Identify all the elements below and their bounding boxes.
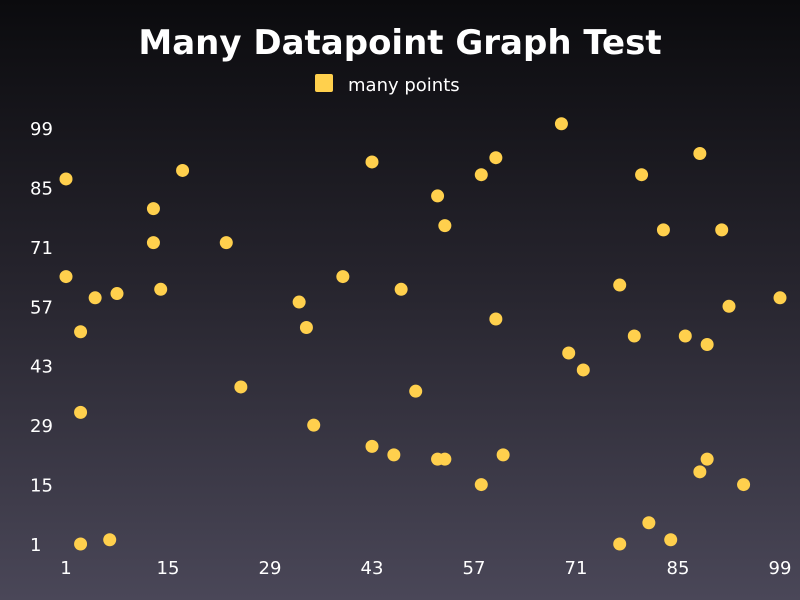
y-tick-label: 85 — [30, 178, 53, 199]
data-point — [146, 202, 160, 216]
legend: many points — [315, 74, 460, 96]
data-point — [409, 384, 423, 398]
data-point — [154, 282, 168, 296]
data-point — [59, 172, 73, 186]
data-point — [336, 270, 350, 284]
y-tick-label: 15 — [30, 476, 53, 497]
data-point — [562, 346, 576, 360]
x-tick-label: 15 — [157, 558, 180, 579]
data-point — [394, 282, 408, 296]
data-point — [110, 287, 124, 301]
data-point — [365, 439, 379, 453]
y-tick-label: 99 — [30, 119, 53, 140]
data-point — [365, 155, 379, 169]
x-tick-label: 29 — [259, 558, 282, 579]
y-tick-label: 1 — [30, 535, 41, 556]
x-tick-label: 71 — [565, 558, 588, 579]
y-axis-ticks: 1 15 29 43 57 71 85 99 — [30, 119, 53, 556]
data-point — [474, 478, 488, 492]
data-point — [715, 223, 729, 237]
x-tick-label: 1 — [60, 558, 71, 579]
data-point — [722, 299, 736, 313]
data-point — [474, 168, 488, 182]
legend-swatch — [315, 74, 333, 92]
data-point — [59, 270, 73, 284]
y-tick-label: 57 — [30, 297, 53, 318]
y-tick-label: 71 — [30, 238, 53, 259]
data-point — [613, 278, 627, 292]
x-tick-label: 57 — [463, 558, 486, 579]
data-point — [664, 533, 678, 547]
x-tick-label: 85 — [667, 558, 690, 579]
data-point — [146, 236, 160, 250]
y-tick-label: 29 — [30, 416, 53, 437]
data-point — [74, 405, 88, 419]
legend-label: many points — [348, 75, 460, 96]
data-points — [59, 117, 787, 551]
y-tick-label: 43 — [30, 357, 53, 378]
data-point — [576, 363, 590, 377]
data-point — [234, 380, 248, 394]
data-point — [74, 325, 88, 339]
data-point — [292, 295, 306, 309]
data-point — [489, 312, 503, 326]
data-point — [737, 478, 751, 492]
data-point — [635, 168, 649, 182]
data-point — [438, 452, 452, 466]
data-point — [88, 291, 102, 305]
data-point — [678, 329, 692, 343]
data-point — [103, 533, 117, 547]
data-point — [700, 337, 714, 351]
x-tick-label: 99 — [769, 558, 792, 579]
data-point — [700, 452, 714, 466]
x-axis-ticks: 1 15 29 43 57 71 85 99 — [60, 558, 791, 579]
data-point — [627, 329, 641, 343]
data-point — [387, 448, 401, 462]
data-point — [438, 219, 452, 233]
data-point — [693, 146, 707, 160]
data-point — [613, 537, 627, 551]
data-point — [496, 448, 510, 462]
data-point — [554, 117, 568, 131]
data-point — [307, 418, 321, 432]
data-point — [176, 163, 190, 177]
data-point — [693, 465, 707, 479]
data-point — [299, 321, 313, 335]
data-point — [219, 236, 233, 250]
data-point — [431, 189, 445, 203]
data-point — [489, 151, 503, 165]
data-point — [74, 537, 88, 551]
chart-title: Many Datapoint Graph Test — [138, 23, 661, 63]
data-point — [656, 223, 670, 237]
x-tick-label: 43 — [361, 558, 384, 579]
data-point — [773, 291, 787, 305]
data-point — [642, 516, 656, 530]
